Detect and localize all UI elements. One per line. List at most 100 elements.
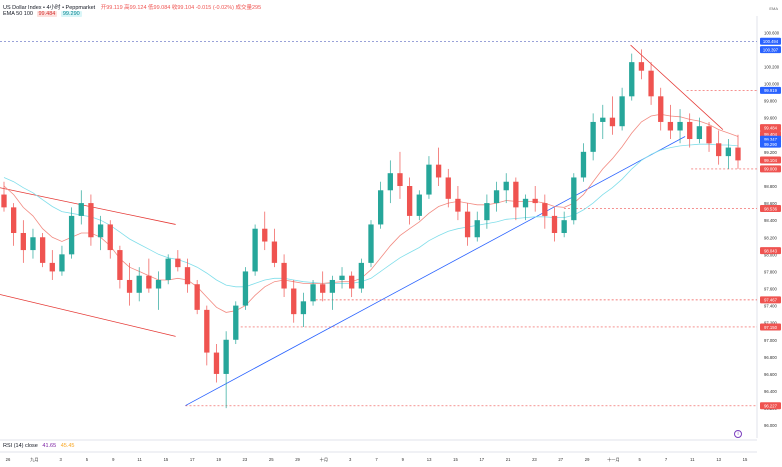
x-tick-label: 5 — [86, 457, 89, 462]
candle-body — [600, 117, 606, 122]
y-tick-label: 98.600 — [764, 201, 777, 206]
ma-legend[interactable]: EMA 50 100 99.484 99.290 — [3, 11, 82, 17]
ema50-line — [3, 113, 739, 313]
x-tick-label: 29 — [585, 457, 590, 462]
y-tick-label: 98.800 — [764, 184, 777, 189]
candle-body — [571, 177, 577, 221]
x-tick-label: 7 — [375, 457, 378, 462]
x-tick-label: 13 — [716, 457, 721, 462]
trendlines — [0, 44, 724, 406]
price-badge-label: 99.404 — [764, 132, 777, 137]
y-tick-label: 97.600 — [764, 287, 777, 292]
candle-body — [513, 181, 519, 208]
candle-body — [1, 194, 7, 208]
y-tick-label: 96.800 — [764, 355, 777, 360]
candle-body — [126, 279, 133, 293]
price-badge-label: 98.043 — [764, 248, 777, 253]
candle-body — [503, 181, 509, 191]
candle-body — [107, 224, 113, 251]
candle-body — [387, 173, 393, 191]
y-tick-label: 100.600 — [764, 30, 780, 35]
candle-body — [397, 173, 403, 187]
x-tick-label: 17 — [190, 457, 195, 462]
price-badge — [760, 323, 781, 331]
price-badge — [760, 165, 781, 173]
symbol-line[interactable]: US Dollar Index • 4小时 • Peppmarket — [3, 5, 96, 11]
candle-body — [262, 228, 268, 242]
candle-body — [629, 62, 635, 97]
candle-body — [223, 339, 229, 374]
ohlc-readout: 开99.119 高99.124 低99.084 收99.104 -0.015 (… — [100, 5, 262, 11]
price-badge — [760, 86, 781, 94]
y-tick-label: 96.000 — [764, 423, 777, 428]
trendline — [0, 294, 176, 337]
candle-body — [146, 275, 152, 289]
y-tick-label: 97.400 — [764, 304, 777, 309]
candle-body — [88, 203, 94, 238]
candle-body — [648, 70, 654, 97]
price-badge — [760, 247, 781, 255]
ma-label: EMA 50 100 — [3, 11, 33, 17]
candle-body — [49, 262, 55, 272]
y-tick-label: 98.200 — [764, 235, 777, 240]
candle-body — [213, 352, 220, 374]
x-tick-label: 27 — [558, 457, 563, 462]
candle-body — [638, 62, 645, 71]
price-badge — [760, 37, 781, 45]
y-tick-label: 97.200 — [764, 321, 777, 326]
y-tick-label: 99.800 — [764, 99, 777, 104]
candle-body — [281, 262, 287, 289]
price-badge — [760, 140, 781, 148]
candle-body — [406, 186, 413, 216]
rsi-legend[interactable]: RSI (14) close 41.65 45.45 — [3, 443, 74, 449]
candle-body — [310, 284, 316, 302]
candle-body — [97, 224, 104, 238]
candle-body — [320, 284, 326, 293]
candle-body — [155, 279, 162, 289]
candle-body — [542, 203, 548, 216]
y-tick-label: 99.600 — [764, 116, 777, 121]
x-tick-label: 9 — [402, 457, 405, 462]
candle-body — [242, 271, 249, 306]
price-badge-label: 99.484 — [764, 125, 777, 130]
y-tick-label: 100.200 — [764, 64, 780, 69]
x-tick-label: 29 — [295, 457, 300, 462]
rsi-value-2: 45.45 — [60, 443, 75, 449]
x-tick-label: 十一月 — [607, 456, 620, 463]
candle-body — [349, 275, 355, 289]
price-badge-label: 99.919 — [764, 88, 777, 93]
y-tick-label: 99.200 — [764, 150, 777, 155]
info-icon[interactable]: i — [734, 430, 742, 438]
x-tick-label: 7 — [665, 457, 668, 462]
candle-body — [271, 241, 278, 263]
candle-body — [368, 224, 374, 263]
x-tick-label: 11 — [137, 457, 142, 462]
candle-body — [39, 237, 46, 263]
y-tick-label: 97.800 — [764, 269, 777, 274]
candle-body — [464, 211, 471, 238]
y-tick-label: 96.400 — [764, 389, 777, 394]
trendline — [185, 136, 686, 406]
candle-body — [426, 164, 432, 195]
candle-body — [136, 275, 142, 293]
price-badges: 100.494100.39799.91999.48499.40499.34799… — [760, 37, 781, 410]
candle-body — [445, 177, 451, 199]
y-tick-label: 98.000 — [764, 252, 777, 257]
x-tick-label: 9 — [112, 457, 115, 462]
candle-body — [378, 190, 384, 225]
x-tick-label: 21 — [506, 457, 511, 462]
trendline — [630, 44, 724, 130]
symbol-header: US Dollar Index • 4小时 • Peppmarket 开99.1… — [3, 3, 261, 11]
y-tick-label: 97.000 — [764, 338, 777, 343]
price-badge — [760, 46, 781, 54]
candle-body — [667, 121, 674, 131]
x-tick-label: 九月 — [30, 456, 38, 463]
x-tick-label: 26 — [6, 457, 11, 462]
candle-body — [484, 203, 490, 221]
brand-mark: EMA — [769, 6, 778, 11]
candle-body — [117, 250, 123, 280]
candle-body — [329, 279, 336, 293]
x-tick-label: 13 — [427, 457, 432, 462]
